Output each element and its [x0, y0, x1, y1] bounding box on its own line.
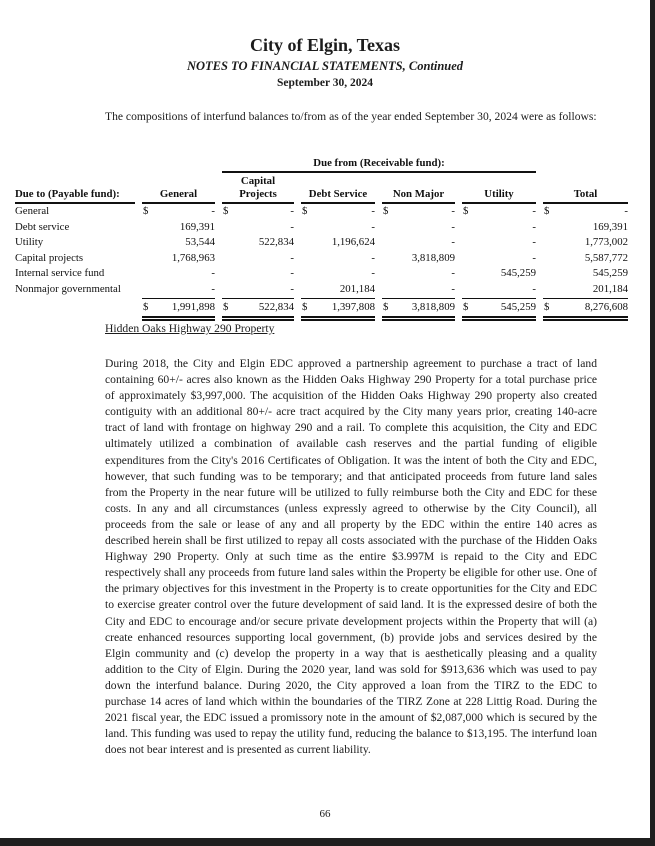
table-row: Internal service fund - - - - 545,259 54…	[15, 266, 628, 282]
cell-value: 1,768,963	[171, 251, 215, 264]
cell-value: 201,184	[592, 282, 628, 295]
document-subtitle: NOTES TO FINANCIAL STATEMENTS, Continued	[186, 59, 464, 73]
cell-value: $ -	[382, 204, 455, 220]
cell-value: 3,818,809	[411, 251, 455, 264]
cell-value: $ -	[301, 204, 375, 220]
cell-value: 5,587,772	[584, 251, 628, 264]
column-header-utility: Utility	[462, 173, 536, 204]
row-label: Debt service	[15, 220, 70, 233]
row-label: Capital projects	[15, 251, 84, 264]
cell-value: -	[451, 267, 455, 280]
dollar-sign: $	[383, 205, 389, 217]
document-title: City of Elgin, Texas	[249, 35, 401, 55]
dollar-sign: $	[143, 300, 149, 313]
cell-value: 53,544	[185, 236, 215, 249]
cell-value: -	[290, 267, 294, 280]
total-cell: $545,259	[462, 297, 536, 322]
scan-edge-right	[650, 0, 655, 846]
cell-value: 169,391	[179, 220, 215, 233]
table-row: General $ - $ - $ - $ - $ - $ -	[15, 204, 628, 220]
total-cell: $522,834	[222, 297, 294, 322]
total-cell: $1,397,808	[301, 297, 375, 322]
cell-value: -	[451, 282, 455, 295]
cell-value: -	[371, 251, 375, 264]
cell-value: -	[290, 251, 294, 264]
section-heading: Hidden Oaks Highway 290 Property	[105, 322, 275, 335]
document-date: September 30, 2024	[277, 77, 373, 89]
cell-value: $ -	[222, 204, 294, 220]
cell-value: -	[532, 251, 536, 264]
dollar-sign: $	[223, 205, 229, 217]
table-row: Nonmajor governmental - - 201,184 - - 20…	[15, 282, 628, 298]
dollar-sign: $	[383, 300, 389, 313]
cell-value: -	[371, 220, 375, 233]
dollar-sign: $	[223, 300, 229, 313]
row-label: Internal service fund	[15, 267, 105, 280]
dollar-sign: $	[463, 300, 469, 313]
page-header: City of Elgin, Texas NOTES TO FINANCIAL …	[0, 34, 650, 90]
cell-value: -	[211, 267, 215, 280]
dollar-sign: $	[143, 205, 149, 217]
section-paragraph: During 2018, the City and Elgin EDC appr…	[105, 357, 597, 757]
page-number: 66	[319, 808, 331, 820]
table-total-row: $1,991,898 $522,834 $1,397,808 $3,818,80…	[15, 297, 628, 322]
cell-value: -	[532, 220, 536, 233]
cell-value: $ -	[462, 204, 536, 220]
column-header-due-to: Due to (Payable fund):	[15, 173, 135, 204]
intro-paragraph: The compositions of interfund balances t…	[105, 110, 597, 123]
cell-value: -	[451, 236, 455, 249]
dollar-sign: $	[544, 300, 550, 313]
column-header-non-major: Non Major	[382, 173, 455, 204]
table-row: Utility 53,544 522,834 1,196,624 - - 1,7…	[15, 235, 628, 251]
dollar-sign: $	[302, 205, 308, 217]
row-label: Utility	[15, 236, 44, 249]
total-cell: $3,818,809	[382, 297, 455, 322]
cell-value: 1,196,624	[331, 236, 375, 249]
dollar-sign: $	[544, 205, 550, 217]
table-row: Debt service 169,391 - - - - 169,391	[15, 220, 628, 236]
table-row: Capital projects 1,768,963 - - 3,818,809…	[15, 251, 628, 267]
cell-value: -	[211, 282, 215, 295]
row-label: Nonmajor governmental	[15, 282, 121, 295]
cell-value: -	[451, 220, 455, 233]
cell-value: $ -	[142, 204, 215, 220]
total-cell: $8,276,608	[543, 297, 628, 322]
table-spanner-row: Due from (Receivable fund):	[15, 150, 628, 173]
cell-value: 201,184	[339, 282, 375, 295]
cell-value: -	[290, 220, 294, 233]
table-header-row: Due to (Payable fund): General Capital P…	[15, 173, 628, 204]
interfund-balances-table: Due from (Receivable fund): Due to (Paya…	[8, 150, 635, 322]
cell-value: 1,773,002	[584, 236, 628, 249]
cell-value: -	[532, 282, 536, 295]
cell-value: -	[290, 282, 294, 295]
column-header-total: Total	[543, 173, 628, 204]
cell-value: 522,834	[258, 236, 294, 249]
cell-value: -	[371, 267, 375, 280]
cell-value: 545,259	[500, 267, 536, 280]
column-header-general: General	[142, 173, 215, 204]
column-header-capital-projects: Capital Projects	[222, 173, 294, 204]
row-label: General	[15, 205, 50, 217]
cell-value: -	[532, 236, 536, 249]
spanner-header: Due from (Receivable fund):	[222, 150, 536, 173]
scan-edge-bottom	[0, 838, 655, 846]
total-cell: $1,991,898	[142, 297, 215, 322]
dollar-sign: $	[302, 300, 308, 313]
cell-value: 169,391	[592, 220, 628, 233]
dollar-sign: $	[463, 205, 469, 217]
cell-value: $ -	[543, 204, 628, 220]
cell-value: 545,259	[592, 267, 628, 280]
column-header-debt-service: Debt Service	[301, 173, 375, 204]
